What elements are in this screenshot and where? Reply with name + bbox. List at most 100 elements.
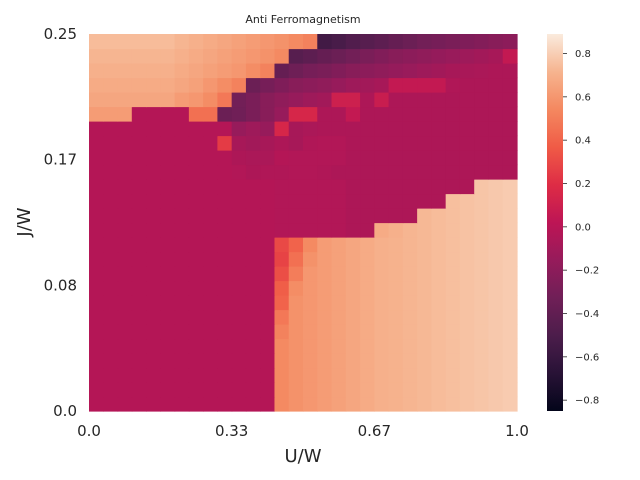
heatmap-cell [231, 280, 247, 296]
heatmap-cell [160, 382, 176, 398]
heatmap-cell [345, 164, 361, 180]
heatmap-cell [231, 237, 247, 253]
heatmap-cell [174, 222, 190, 238]
heatmap-cell [260, 77, 276, 93]
heatmap-cell [260, 106, 276, 122]
heatmap-cell [502, 367, 518, 383]
heatmap-cell [445, 237, 461, 253]
heatmap-cell [374, 208, 390, 224]
heatmap-cell [331, 106, 347, 122]
heatmap-cell [303, 179, 318, 195]
heatmap-cell [502, 48, 518, 64]
heatmap-cell [360, 237, 375, 253]
heatmap-cell [474, 92, 490, 108]
heatmap-cell [459, 179, 475, 195]
heatmap-cell [146, 251, 161, 267]
colorbar [547, 34, 563, 411]
heatmap-cell [245, 338, 261, 354]
heatmap-cell [502, 135, 518, 151]
heatmap-cell [188, 193, 204, 209]
heatmap-cell [245, 367, 261, 383]
heatmap-cell [131, 208, 147, 224]
heatmap-cell [217, 135, 233, 151]
heatmap-cell [445, 222, 461, 238]
heatmap-cell [245, 63, 261, 79]
heatmap-cell [303, 353, 318, 369]
heatmap-cell [502, 193, 518, 209]
heatmap-cell [360, 106, 375, 122]
heatmap-cell [317, 396, 333, 412]
x-tick-label: 0.33 [215, 422, 248, 440]
y-tick-label: 0.17 [44, 151, 77, 169]
heatmap-cell [117, 92, 133, 108]
heatmap-cell [303, 63, 318, 79]
heatmap-cell [188, 106, 204, 122]
heatmap-cell [402, 92, 418, 108]
heatmap-cell [260, 92, 276, 108]
heatmap-cell [160, 295, 176, 311]
heatmap-cell [188, 324, 204, 340]
heatmap-cell [317, 77, 333, 93]
heatmap-cell [360, 150, 375, 166]
heatmap-cell [360, 34, 375, 50]
heatmap-cell [245, 251, 261, 267]
heatmap-cell [303, 266, 318, 282]
heatmap-cell [89, 150, 104, 166]
heatmap-cell [288, 106, 304, 122]
heatmap-cell [431, 295, 447, 311]
heatmap-cell [474, 193, 490, 209]
heatmap-cell [89, 106, 104, 122]
heatmap-cell [103, 135, 119, 151]
heatmap-cell [445, 135, 461, 151]
heatmap-cell [445, 121, 461, 137]
heatmap-cell [317, 135, 333, 151]
heatmap-cell [146, 150, 161, 166]
heatmap-cell [174, 34, 190, 50]
heatmap-cell [417, 150, 432, 166]
heatmap-cell [217, 251, 233, 267]
heatmap-cell [374, 106, 390, 122]
heatmap-cell [402, 121, 418, 137]
heatmap-cell [445, 382, 461, 398]
heatmap-cell [217, 106, 233, 122]
heatmap-cell [345, 382, 361, 398]
heatmap-cell [374, 396, 390, 412]
heatmap-cell [188, 34, 204, 50]
heatmap-cell [345, 193, 361, 209]
heatmap-cell [131, 121, 147, 137]
heatmap-cell [388, 367, 404, 383]
heatmap-cell [174, 251, 190, 267]
heatmap-cell [174, 237, 190, 253]
heatmap-cell [445, 48, 461, 64]
heatmap-cell [231, 164, 247, 180]
heatmap-cell [474, 179, 490, 195]
heatmap-cell [317, 208, 333, 224]
heatmap-cell [117, 48, 133, 64]
heatmap-cell [417, 309, 432, 325]
heatmap-cell [303, 280, 318, 296]
y-tick-label: 0.0 [53, 402, 77, 420]
heatmap-cell [345, 150, 361, 166]
heatmap-cell [89, 222, 104, 238]
heatmap-cell [274, 396, 290, 412]
heatmap-cell [245, 193, 261, 209]
heatmap-cell [402, 367, 418, 383]
heatmap-cell [360, 396, 375, 412]
heatmap-cell [431, 338, 447, 354]
heatmap-cell [303, 208, 318, 224]
heatmap-cell [303, 222, 318, 238]
heatmap-cell [288, 280, 304, 296]
heatmap-cell [345, 251, 361, 267]
heatmap-cell [345, 324, 361, 340]
heatmap-cell [274, 338, 290, 354]
heatmap-cell [459, 237, 475, 253]
heatmap-cell [245, 92, 261, 108]
heatmap-cell [131, 338, 147, 354]
y-axis-label: J/W [14, 207, 35, 237]
heatmap-cell [103, 77, 119, 93]
heatmap-cell [89, 77, 104, 93]
heatmap-cell [303, 121, 318, 137]
heatmap-cell [274, 280, 290, 296]
heatmap-cell [117, 396, 133, 412]
heatmap-cell [203, 367, 218, 383]
